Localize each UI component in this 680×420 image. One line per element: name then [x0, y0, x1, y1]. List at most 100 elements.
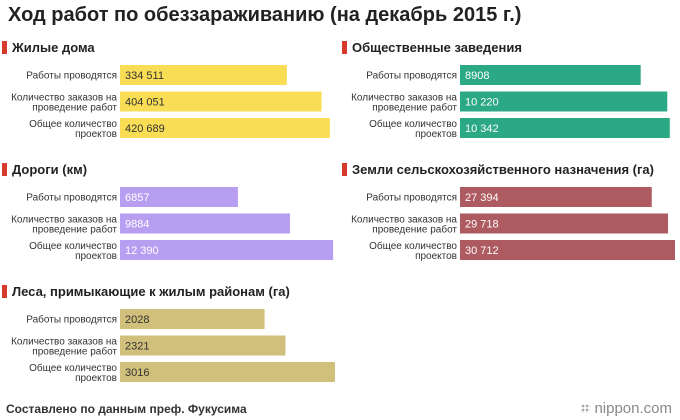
bar-value-label: 420 689	[125, 123, 165, 135]
panel-title: Жилые дома	[2, 40, 95, 55]
panel-agricultural-land: Земли сельскохозяйственного назначения (…	[340, 162, 680, 277]
panel-title: Дороги (км)	[2, 162, 87, 177]
panel-title: Общественные заведения	[342, 40, 522, 55]
category-label-line: Количество заказов на	[351, 215, 457, 226]
logo-dots-icon	[581, 404, 591, 413]
category-label: Работы проводятся	[366, 70, 457, 82]
bar	[120, 335, 286, 356]
bar-chart-roads: 6857 Работы проводятся 9884 Количество зака…	[11, 187, 334, 262]
bar-value-label: 30 712	[465, 245, 499, 257]
bar-value-label: 9884	[125, 219, 149, 231]
category-label-line: Количество заказов на	[11, 215, 117, 226]
category-label-line: Общее количество	[369, 240, 457, 252]
category-label: Работы проводятся	[366, 192, 457, 204]
bar-chart-public-facilities: 8908 Работы проводятся 10 220 Количество за…	[351, 65, 670, 140]
category-label: Общее количество проектов	[29, 362, 117, 384]
category-label-line: проведение работ	[372, 224, 457, 236]
bar-value-label: 334 511	[125, 70, 164, 82]
category-label: Работы проводятся	[26, 192, 117, 204]
bar-chart-forests: 2028 Работы проводятся 2321 Количество зака…	[11, 309, 335, 384]
panel-title-text: Леса, примыкающие к жилым районам (га)	[12, 284, 290, 299]
panel-title-text: Жилые дома	[12, 40, 95, 55]
bar-value-label: 2321	[125, 341, 149, 353]
bar	[460, 118, 670, 138]
bar	[120, 309, 265, 329]
bar	[120, 362, 335, 382]
red-marker	[2, 285, 7, 298]
panel-title-text: Дороги (км)	[12, 162, 88, 177]
bar-value-label: 10 220	[465, 97, 499, 109]
category-label-line: Работы проводятся	[366, 70, 457, 82]
panel-title-text: Общественные заведения	[352, 40, 522, 55]
category-label-line: Общее количество	[29, 118, 117, 130]
panel-residential: Жилые дома 334 511 Работы проводятся 404 0…	[0, 40, 340, 155]
bar-value-label: 3016	[125, 367, 149, 379]
bar	[460, 240, 675, 260]
category-label: Общее количество проектов	[369, 240, 457, 262]
bar-value-label: 404 051	[125, 97, 165, 109]
bar	[460, 65, 641, 85]
category-label-line: Работы проводятся	[26, 192, 117, 204]
category-label-line: Общее количество	[29, 362, 117, 374]
bar-value-label: 8908	[465, 70, 489, 82]
bar-chart-residential: 334 511 Работы проводятся 404 051 Количеств…	[11, 65, 330, 140]
bar-value-label: 2028	[125, 314, 149, 326]
category-label: Общее количество проектов	[29, 118, 117, 140]
bar-chart-agricultural-land: 27 394 Работы проводятся 29 718 Количество …	[351, 187, 675, 262]
category-label-line: Количество заказов на	[351, 93, 457, 104]
red-marker	[342, 41, 347, 54]
category-label-line: проведение работ	[372, 102, 457, 114]
bar	[460, 187, 652, 207]
red-marker	[2, 163, 7, 176]
category-label-line: Количество заказов на	[11, 93, 117, 104]
category-label-line: проектов	[415, 129, 457, 140]
nippon-logo: nippon.com	[581, 400, 672, 417]
category-label-line: проектов	[75, 373, 117, 384]
red-marker	[342, 163, 347, 176]
category-label: Количество заказов на проведение работ	[351, 93, 457, 114]
red-marker	[2, 41, 7, 54]
panel-title-text: Земли сельскохозяйственного назначения (…	[352, 162, 654, 177]
category-label-line: проектов	[75, 251, 117, 262]
category-label: Количество заказов на проведение работ	[11, 93, 117, 114]
bar	[120, 118, 330, 138]
panel-public-facilities: Общественные заведения 8908 Работы провод…	[340, 40, 680, 155]
category-label-line: Работы проводятся	[26, 314, 117, 326]
category-label-line: проведение работ	[32, 224, 117, 236]
bar-value-label: 29 718	[465, 219, 499, 231]
category-label-line: проведение работ	[32, 346, 117, 358]
panel-roads: Дороги (км) 6857 Работы проводятся 9884 Кол…	[0, 162, 340, 277]
category-label: Количество заказов на проведение работ	[11, 215, 117, 236]
bar	[120, 65, 287, 85]
bar-value-label: 12 390	[125, 245, 159, 257]
category-label: Работы проводятся	[26, 314, 117, 326]
bar	[120, 91, 322, 112]
bar-value-label: 6857	[125, 192, 149, 204]
panel-forests: Леса, примыкающие к жилым районам (га) 2…	[0, 284, 340, 399]
bar-value-label: 27 394	[465, 192, 499, 204]
category-label-line: проектов	[75, 129, 117, 140]
chart-title: Ход работ по обеззараживанию (на декабрь…	[8, 4, 522, 26]
category-label-line: Работы проводятся	[26, 70, 117, 82]
category-label-line: Общее количество	[369, 118, 457, 130]
category-label-line: Количество заказов на	[11, 337, 117, 348]
category-label: Количество заказов на проведение работ	[11, 337, 117, 358]
category-label: Общее количество проектов	[369, 118, 457, 140]
bar	[120, 213, 291, 234]
category-label-line: проведение работ	[32, 102, 117, 114]
bar	[120, 240, 334, 260]
panel-title: Леса, примыкающие к жилым районам (га)	[2, 284, 290, 299]
panel-title: Земли сельскохозяйственного назначения (…	[342, 162, 654, 177]
category-label: Общее количество проектов	[29, 240, 117, 262]
category-label: Количество заказов на проведение работ	[351, 215, 457, 236]
bar	[460, 91, 668, 112]
logo-text: nippon.com	[594, 400, 672, 417]
category-label-line: Общее количество	[29, 240, 117, 252]
bar-value-label: 10 342	[465, 123, 499, 135]
source-note: Составлено по данным преф. Фукусима	[6, 402, 247, 416]
category-label-line: Работы проводятся	[366, 192, 457, 204]
category-label: Работы проводятся	[26, 70, 117, 82]
bar	[460, 213, 669, 234]
bar	[120, 187, 238, 207]
category-label-line: проектов	[415, 251, 457, 262]
